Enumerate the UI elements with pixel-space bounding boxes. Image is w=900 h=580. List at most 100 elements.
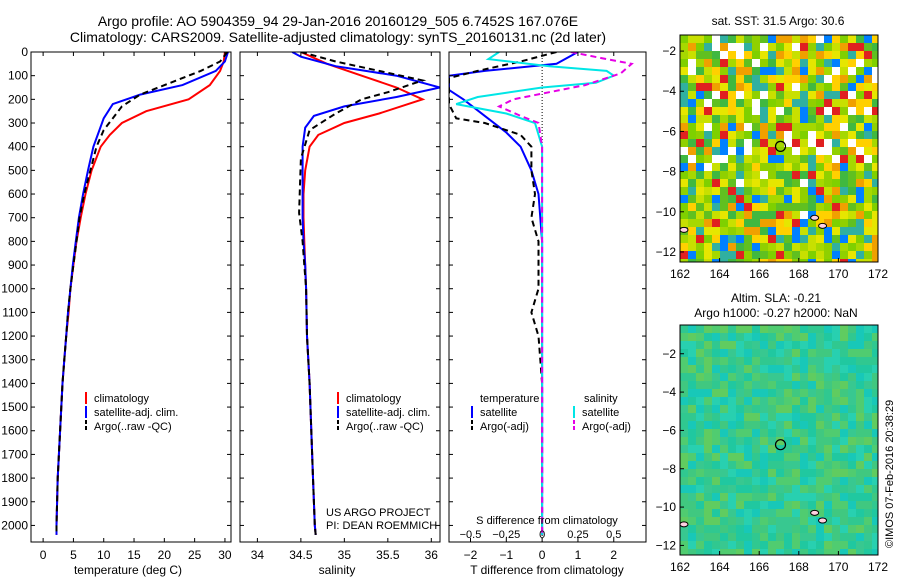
map-cell [712,115,720,123]
map-cell [792,533,800,541]
map-cell [816,509,824,517]
map-cell [816,195,824,203]
map-cell [776,91,784,99]
map-cell [712,59,720,67]
map-cell [752,413,760,421]
map-cell [744,67,752,75]
y-tick-label: 700 [8,211,28,225]
map-cell [824,83,832,91]
map-cell [776,59,784,67]
map-cell [688,107,696,115]
map-cell [784,187,792,195]
x-tick-label: 35.5 [376,548,400,562]
map-cell [760,179,768,187]
map-cell [760,163,768,171]
map-cell [792,227,800,235]
map-cell [696,525,704,533]
map-cell [752,259,760,262]
map-cell [752,341,760,349]
map-cell [744,509,752,517]
map-cell [832,67,840,75]
map-cell [832,83,840,91]
map-cell [752,115,760,123]
map-cell [776,517,784,525]
map-cell [712,429,720,437]
map-cell [680,525,688,533]
map-cell [688,365,696,373]
map-cell [712,405,720,413]
x-tick-label: 5 [70,548,77,562]
map-cell [816,437,824,445]
map-cell [864,115,872,123]
map-cell [752,541,760,549]
map-cell [704,259,712,262]
map-cell [752,203,760,211]
map-cell [848,155,856,163]
x-tick-label: 30 [218,548,232,562]
map-cell [824,51,832,59]
sla-map-axes: 162 164 166 168 170 172−2−4−6−8−10−12 [656,324,888,574]
map-cell [720,549,728,555]
sla-map-image [679,325,878,555]
map-cell [680,139,688,147]
series-line-temperature-satellite [449,52,579,535]
map-cell [872,365,878,373]
map-cell [816,389,824,397]
map-cell [824,43,832,51]
map-cell [768,235,776,243]
island-shape [818,222,828,229]
map-cell [872,131,878,139]
map-cell [856,163,864,171]
map-cell [768,325,776,333]
map-cell [824,525,832,533]
map-cell [864,493,872,501]
map-cell [728,533,736,541]
map-cell [776,365,784,373]
map-cell [800,453,808,461]
map-cell [784,477,792,485]
map-cell [864,99,872,107]
map-cell [696,477,704,485]
map-cell [856,469,864,477]
map-cell [800,445,808,453]
map-cell [688,91,696,99]
map-cell [800,413,808,421]
map-cell [832,35,840,43]
map-cell [856,429,864,437]
map-cell [720,35,728,43]
map-cell [680,517,688,525]
map-cell [728,195,736,203]
map-cell [800,235,808,243]
map-cell [720,333,728,341]
map-cell [736,333,744,341]
map-cell [824,453,832,461]
map-cell [800,397,808,405]
map-cell [808,203,816,211]
map-cell [832,155,840,163]
legend-label: satellite-adj. clim. [346,407,430,419]
map-cell [688,251,696,259]
map-cell [688,187,696,195]
map-cell [824,139,832,147]
map-cell [688,155,696,163]
map-cell [688,179,696,187]
map-cell [848,115,856,123]
map-cell [832,163,840,171]
map-cell [808,179,816,187]
map-cell [816,525,824,533]
map-cell [768,533,776,541]
map-cell [784,333,792,341]
map-cell [800,187,808,195]
map-cell [872,115,878,123]
map-cell [760,43,768,51]
map-cell [776,461,784,469]
map-cell [816,365,824,373]
map-cell [696,397,704,405]
map-cell [872,477,878,485]
map-cell [728,171,736,179]
map-cell [864,123,872,131]
map-cell [792,421,800,429]
map-cell [792,413,800,421]
map-cell [752,99,760,107]
map-cell [744,437,752,445]
